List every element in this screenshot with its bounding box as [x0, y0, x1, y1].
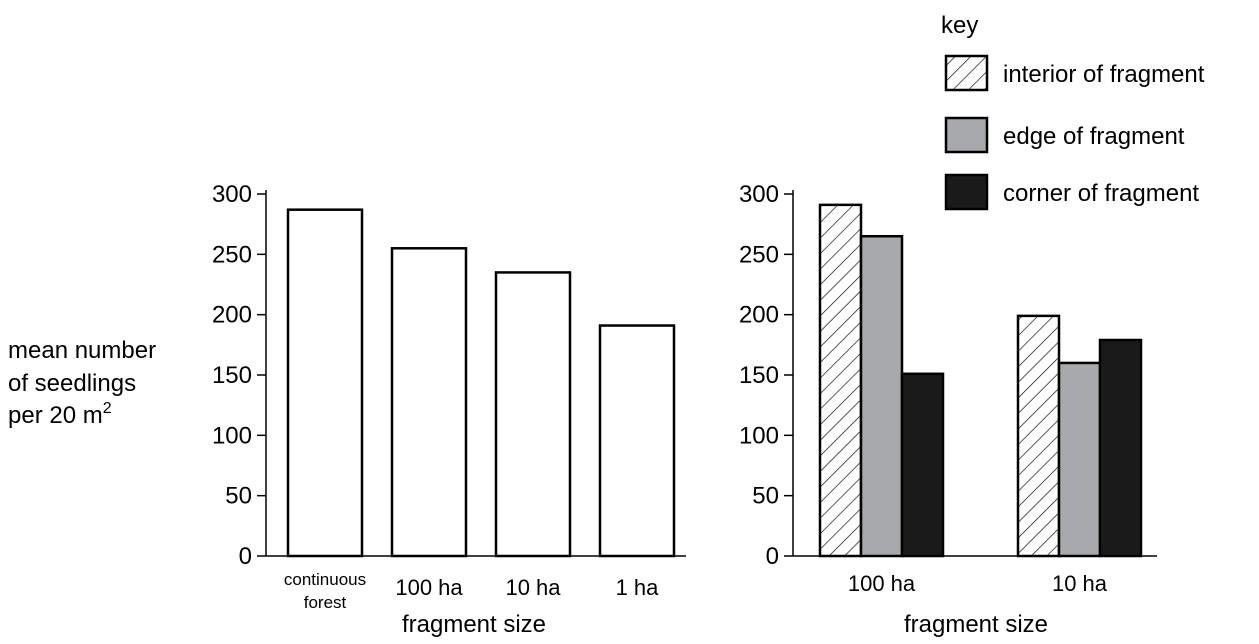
- chart-by-position-x-axis-label: fragment size: [904, 611, 1048, 638]
- legend-label: interior of fragment: [1003, 61, 1205, 88]
- y-axis-label-superscript: 2: [103, 400, 112, 417]
- chart-by-fragment-size-bars: [286, 208, 676, 558]
- chart-by-position: 0 50 100 150 200 250 300 100 ha 10 ha fragment …: [739, 181, 1157, 638]
- chart-by-position-x-tick-labels: 100 ha 10 ha: [848, 571, 1108, 596]
- chart-by-position-bars: [818, 203, 1143, 558]
- legend-swatch: [944, 54, 989, 92]
- bar-corner: [1098, 338, 1143, 558]
- chart-by-fragment-size-y-tick-label: 100: [212, 422, 252, 449]
- y-axis-label: mean number of seedlings per 20 m2: [8, 337, 156, 429]
- x-tick-label: forest: [304, 593, 347, 612]
- y-axis-label-line-1: mean number: [8, 337, 156, 364]
- legend: key interior of fragment edge of fragment…: [941, 12, 1205, 211]
- chart-by-fragment-size-x-axis-label: fragment size: [402, 611, 546, 638]
- x-tick-label: 10 ha: [1052, 571, 1108, 596]
- bar-interior: [818, 203, 863, 558]
- chart-by-fragment-size-x-tick-labels: continuous forest 100 ha 10 ha 1 ha: [284, 570, 659, 612]
- chart-by-position-y-tick-label: 0: [766, 543, 779, 570]
- chart-by-fragment-size-y-tick-label: 150: [212, 362, 252, 389]
- chart-by-position-y-tick-label: 100: [739, 422, 779, 449]
- x-tick-label: 100 ha: [848, 571, 916, 596]
- x-tick-label: 100 ha: [395, 575, 463, 600]
- bar: [494, 271, 572, 558]
- y-axis-label-line-2: of seedlings: [8, 370, 136, 397]
- legend-entries: interior of fragment edge of fragment corn…: [944, 54, 1205, 211]
- y-axis-label-line-3: per 20 m2: [8, 400, 112, 429]
- x-tick-label: 10 ha: [505, 575, 561, 600]
- chart-by-position-y-tick-label: 300: [739, 181, 779, 208]
- chart-by-fragment-size-y-tick-label: 200: [212, 302, 252, 329]
- legend-label: edge of fragment: [1003, 123, 1185, 150]
- bar-corner: [900, 372, 945, 558]
- y-axis-label-unit: per 20 m: [8, 402, 103, 429]
- legend-swatch: [944, 116, 989, 154]
- chart-by-position-y-tick-label: 250: [739, 241, 779, 268]
- legend-title: key: [941, 12, 978, 39]
- bar-edge: [1057, 361, 1102, 558]
- bar: [390, 247, 468, 558]
- chart-by-fragment-size-y-tick-label: 250: [212, 241, 252, 268]
- legend-label: corner of fragment: [1003, 180, 1199, 207]
- x-tick-label: continuous: [284, 570, 366, 589]
- bar: [286, 208, 364, 558]
- bar-interior: [1016, 314, 1061, 558]
- chart-by-fragment-size: 0 50 100 150 200 250 300 continuous forest 100 h…: [212, 181, 686, 638]
- x-tick-label: 1 ha: [616, 575, 660, 600]
- chart-by-fragment-size-axes: 0 50 100 150 200 250 300: [212, 181, 686, 570]
- bar-edge: [859, 234, 904, 558]
- chart-by-position-y-tick-label: 150: [739, 362, 779, 389]
- chart-by-position-y-tick-label: 200: [739, 302, 779, 329]
- chart-by-position-y-tick-label: 50: [752, 483, 779, 510]
- chart-by-fragment-size-y-tick-label: 0: [239, 543, 252, 570]
- chart-by-fragment-size-y-tick-label: 300: [212, 181, 252, 208]
- chart-by-fragment-size-y-tick-label: 50: [225, 483, 252, 510]
- bar: [598, 324, 676, 558]
- legend-swatch: [944, 173, 989, 211]
